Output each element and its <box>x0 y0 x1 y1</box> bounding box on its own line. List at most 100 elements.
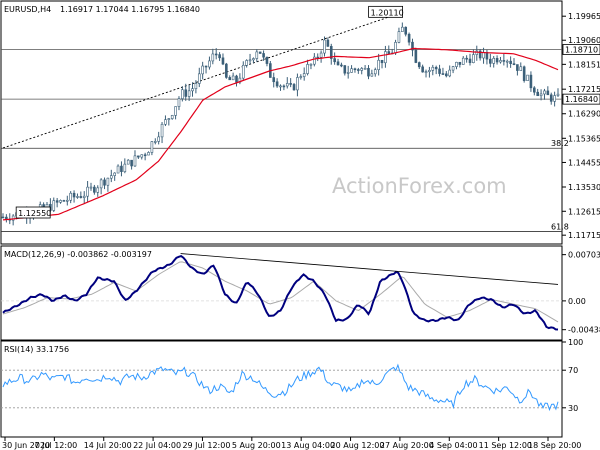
candle-body <box>323 39 326 54</box>
candle-body <box>208 60 211 68</box>
candle-body <box>279 85 282 88</box>
candle-body <box>313 56 316 65</box>
candle-body <box>214 53 218 56</box>
candle-body <box>357 69 360 71</box>
candle-body <box>191 88 194 92</box>
price-ytick-label: 1.13530 <box>568 183 600 192</box>
candle-body <box>553 95 556 102</box>
candle-body <box>120 165 123 172</box>
candle-body <box>103 179 106 186</box>
macd-panel-border <box>0 245 563 341</box>
candle-body <box>302 73 306 77</box>
candle-body <box>252 58 255 61</box>
x-tick-label: 13 Aug 04:00 <box>281 441 335 450</box>
candle-body <box>181 89 184 99</box>
candle-body <box>489 58 492 64</box>
moving-average-line <box>2 47 559 221</box>
candle-body <box>377 59 380 70</box>
price-ytick-label: 1.16290 <box>568 110 600 119</box>
candle-body <box>309 63 313 66</box>
candle-body <box>424 71 428 73</box>
price-ohlc-label: 1.16917 1.17044 1.16795 1.16840 <box>60 5 200 14</box>
rsi-label: RSI(14) 33.1756 <box>4 345 69 354</box>
candle-body <box>336 61 340 66</box>
rsi-ytick-label: 70 <box>568 366 578 375</box>
candle-body <box>86 186 89 197</box>
x-tick-label: 20 Aug 12:00 <box>331 441 385 450</box>
candle-body <box>170 115 174 119</box>
candle-body <box>387 51 391 54</box>
candle-body <box>167 118 171 120</box>
candle-body <box>62 200 66 202</box>
candle-body <box>231 75 235 81</box>
candle-body <box>516 64 519 71</box>
candle-body <box>201 65 204 75</box>
candle-body <box>472 54 475 63</box>
candle-body <box>350 68 353 73</box>
candle-body <box>126 159 130 165</box>
price-panel: 1.19965 1.19060 1.18151 1.17215 1.16290 1.153… <box>1 5 600 240</box>
price-ytick-label: 1.18151 <box>568 60 600 69</box>
rsi-panel: 100 70 30 <box>1 338 583 413</box>
candle-body <box>235 75 238 83</box>
candle-body <box>468 58 472 63</box>
candle-body <box>69 192 72 201</box>
x-tick-label: 30 Jun 2020 <box>2 441 50 450</box>
candle-body <box>401 26 404 32</box>
candle-body <box>187 90 191 97</box>
candle-body <box>509 60 512 64</box>
candle-body <box>1 216 5 219</box>
candle-body <box>153 141 157 143</box>
candle-body <box>245 60 248 66</box>
x-tick-label: 4 Sep 04:00 <box>429 441 477 450</box>
candle-body <box>241 64 245 79</box>
candle-body <box>428 70 431 72</box>
candle-body <box>228 77 232 81</box>
candle-body <box>82 195 86 198</box>
candle-body <box>197 73 201 84</box>
candle-body <box>438 68 441 74</box>
rsi-line <box>2 363 559 412</box>
macd-panel: 0.007036 0.00 -0.004381 <box>1 251 600 335</box>
candle-body <box>384 51 387 64</box>
macd-trendline <box>180 253 559 285</box>
candle-body <box>380 59 384 64</box>
candle-body <box>519 66 523 71</box>
candle-body <box>455 61 458 67</box>
candle-body <box>282 85 286 88</box>
x-tick-label: 27 Aug 20:00 <box>380 441 434 450</box>
candle-body <box>72 192 76 198</box>
macd-line <box>2 255 559 331</box>
candle-body <box>543 90 546 95</box>
candle-body <box>546 90 550 96</box>
candle-body <box>448 69 452 77</box>
candle-body <box>529 74 533 89</box>
candle-body <box>5 216 8 220</box>
candle-body <box>556 93 560 96</box>
candle-body <box>262 53 265 58</box>
candle-body <box>218 54 221 59</box>
candle-body <box>414 49 418 63</box>
level-label: 1.18710 <box>565 46 598 55</box>
candle-body <box>536 91 539 97</box>
candle-body <box>458 61 462 65</box>
candle-body <box>164 119 167 125</box>
candle-body <box>140 154 144 158</box>
candle-body <box>397 31 401 43</box>
level-label: 1.16840 <box>565 95 598 104</box>
candle-body <box>116 165 120 174</box>
candle-body <box>296 77 299 91</box>
candle-body <box>99 179 103 189</box>
candle-body <box>211 53 215 62</box>
candle-body <box>65 199 69 202</box>
candle-body <box>461 57 465 65</box>
candle-body <box>265 56 269 64</box>
price-ytick-label: 1.11715 <box>568 231 600 240</box>
x-tick-label: 14 Jul 20:00 <box>84 441 132 450</box>
candle-body <box>299 76 303 78</box>
candle-body <box>157 136 160 142</box>
candle-body <box>89 186 93 189</box>
candle-body <box>93 186 96 193</box>
